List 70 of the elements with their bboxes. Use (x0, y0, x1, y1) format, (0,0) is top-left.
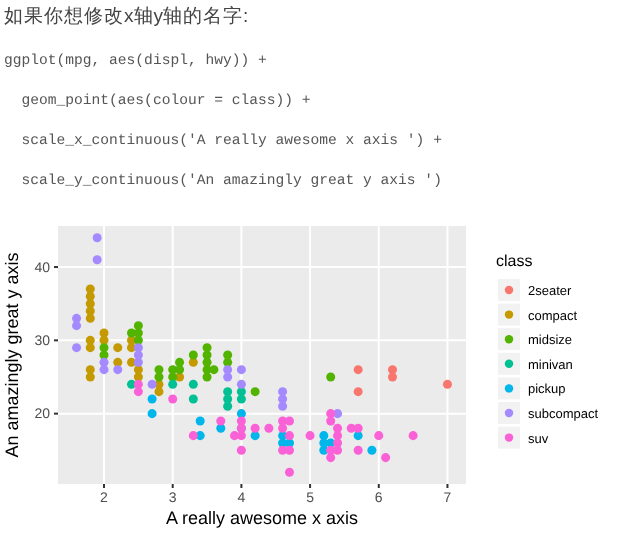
point (305, 431, 315, 441)
point (236, 409, 246, 419)
point (133, 321, 143, 331)
point (154, 387, 164, 397)
point (92, 233, 102, 243)
point (284, 431, 294, 441)
point (236, 445, 246, 455)
point (188, 431, 198, 441)
point (223, 387, 233, 397)
point (154, 372, 164, 382)
point (216, 416, 226, 426)
point (264, 423, 274, 433)
point (353, 423, 363, 433)
point (85, 343, 95, 353)
point (113, 343, 123, 353)
point (442, 379, 452, 389)
chart-title: 如果你想修改x轴y轴的名字: (4, 4, 249, 28)
point (353, 445, 363, 455)
point (92, 255, 102, 265)
point (223, 401, 233, 411)
point (381, 453, 391, 463)
point (147, 409, 157, 419)
point (250, 423, 260, 433)
point (387, 372, 398, 382)
point (326, 416, 336, 426)
point (188, 350, 198, 360)
y-axis-title: An amazingly great y axis (2, 251, 22, 458)
point (326, 409, 336, 419)
point (209, 365, 219, 375)
point (168, 379, 178, 389)
point (195, 416, 205, 426)
point (188, 357, 198, 367)
point (353, 365, 363, 375)
point (85, 335, 95, 345)
point (147, 379, 157, 389)
point (216, 423, 226, 433)
point (223, 357, 233, 367)
point (113, 365, 123, 375)
point (326, 453, 336, 463)
point (99, 365, 109, 375)
point (188, 394, 198, 404)
point (278, 401, 288, 411)
legend-title: class (496, 252, 533, 270)
point (168, 394, 178, 404)
point (85, 299, 95, 309)
point (147, 394, 157, 404)
point (278, 423, 288, 433)
point (353, 387, 363, 397)
point (188, 379, 198, 389)
point (72, 321, 82, 331)
point (133, 379, 143, 389)
point (250, 387, 260, 397)
point (202, 372, 212, 382)
point (333, 445, 343, 455)
x-axis-title: A really awesome x axis (165, 508, 360, 528)
point (367, 445, 377, 455)
point (236, 394, 246, 404)
point (236, 379, 246, 389)
point (223, 372, 233, 382)
point (72, 343, 82, 353)
point (236, 365, 246, 375)
point (326, 372, 336, 382)
point (408, 431, 418, 441)
point (85, 365, 95, 375)
point (85, 372, 95, 382)
point (85, 313, 95, 323)
point (374, 431, 384, 441)
point (175, 365, 185, 375)
point (319, 431, 329, 441)
point (284, 467, 294, 477)
